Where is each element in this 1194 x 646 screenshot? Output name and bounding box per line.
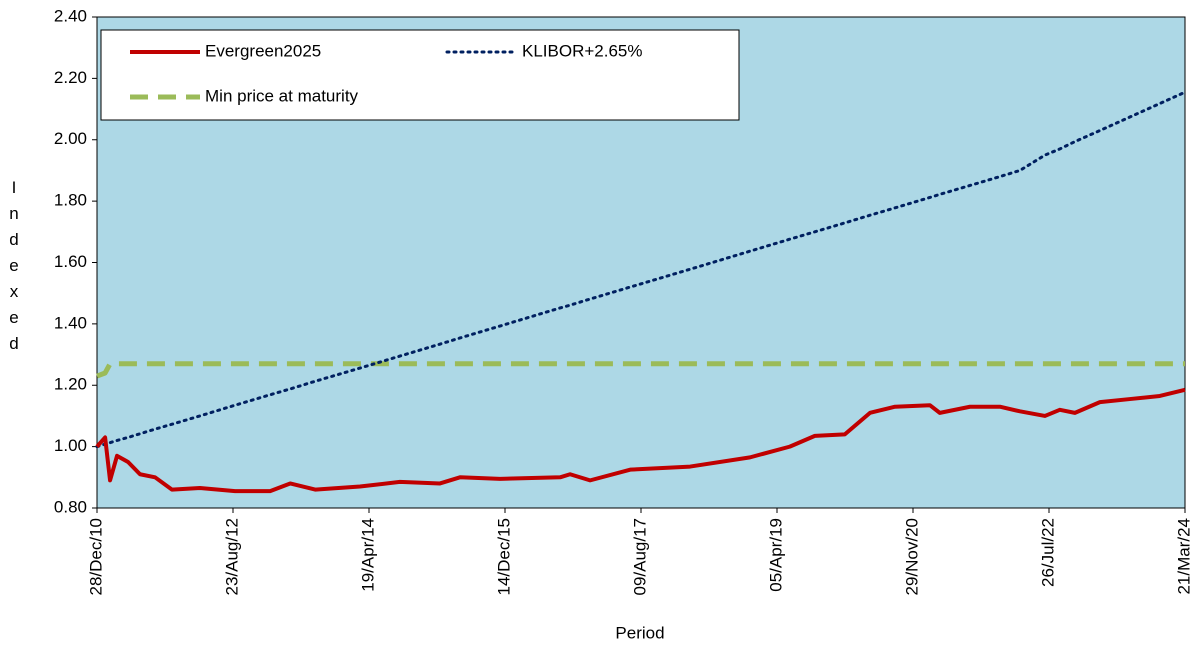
y-tick-label: 1.00 — [54, 436, 87, 455]
x-tick-label: 21/Mar/24 — [1174, 518, 1193, 595]
x-tick-label: 09/Aug/17 — [630, 518, 649, 596]
legend-box — [100, 29, 740, 121]
legend-label: Min price at maturity — [205, 86, 359, 105]
y-tick-label: 0.80 — [54, 497, 87, 516]
y-axis-title: Indexed — [5, 178, 24, 360]
x-tick-label: 29/Nov/20 — [902, 518, 921, 596]
x-tick-label: 28/Dec/10 — [86, 518, 105, 596]
x-tick-label: 26/Jul/22 — [1038, 518, 1057, 587]
y-tick-label: 1.80 — [54, 191, 87, 210]
series-line — [95, 387, 1186, 494]
y-tick-label: 1.20 — [54, 375, 87, 394]
y-tick-label: 1.60 — [54, 252, 87, 271]
series-line — [95, 90, 1187, 449]
y-tick-label: 2.40 — [54, 6, 87, 25]
y-tick-label: 2.00 — [54, 129, 87, 148]
x-tick-label: 19/Apr/14 — [358, 518, 377, 592]
x-tick-label: 14/Dec/15 — [494, 518, 513, 596]
legend-label: Evergreen2025 — [205, 41, 321, 60]
series-line — [96, 361, 1185, 379]
x-axis-title: Period — [615, 623, 664, 642]
x-tick-label: 23/Aug/12 — [222, 518, 241, 596]
legend-label: KLIBOR+2.65% — [522, 41, 643, 60]
x-tick-label: 05/Apr/19 — [766, 518, 785, 592]
y-tick-label: 2.20 — [54, 68, 87, 87]
y-tick-label: 1.40 — [54, 313, 87, 332]
